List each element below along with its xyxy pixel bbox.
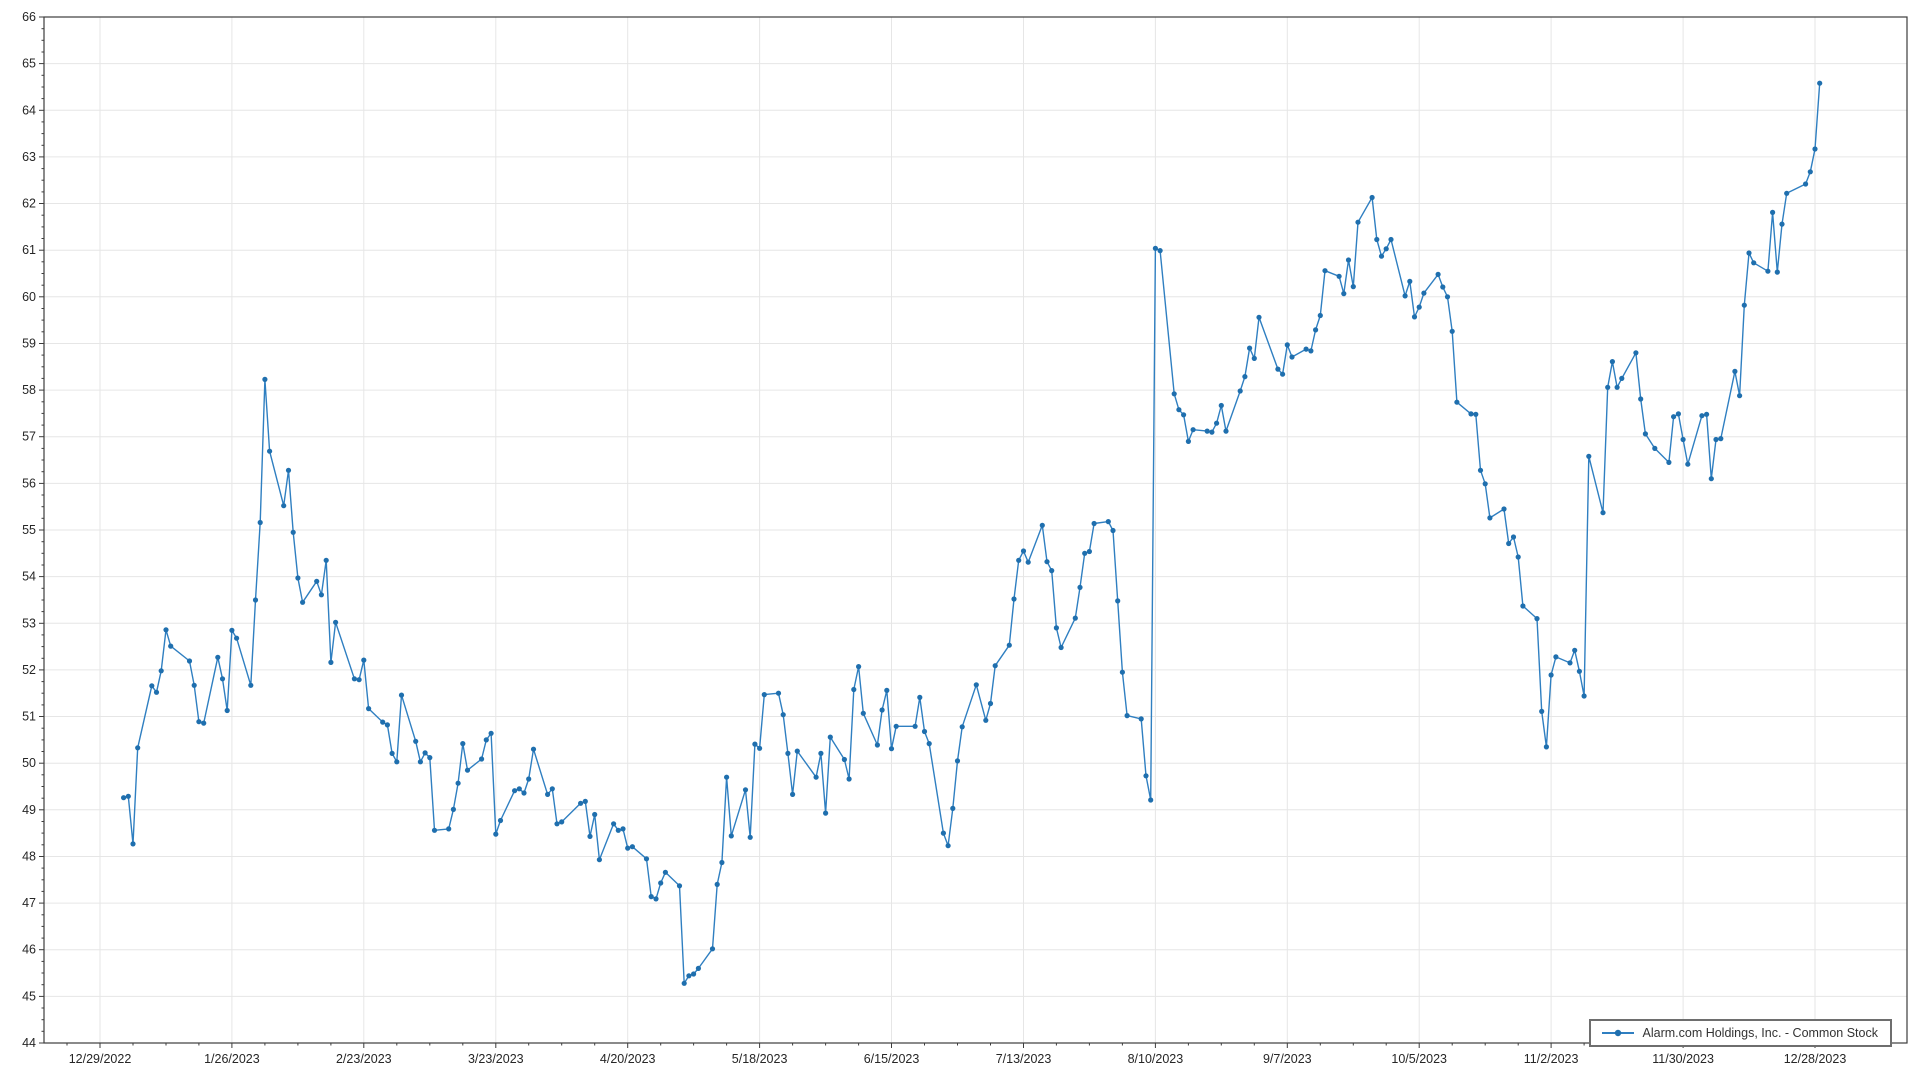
legend[interactable]: Alarm.com Holdings, Inc. - Common Stock: [1588, 1019, 1892, 1047]
svg-text:6/15/2023: 6/15/2023: [864, 1052, 920, 1066]
svg-text:10/5/2023: 10/5/2023: [1391, 1052, 1447, 1066]
svg-text:5/18/2023: 5/18/2023: [732, 1052, 788, 1066]
svg-text:62: 62: [22, 197, 36, 211]
svg-text:51: 51: [22, 710, 36, 724]
svg-text:3/23/2023: 3/23/2023: [468, 1052, 524, 1066]
svg-text:9/7/2023: 9/7/2023: [1263, 1052, 1312, 1066]
svg-text:12/28/2023: 12/28/2023: [1784, 1052, 1847, 1066]
svg-text:11/2/2023: 11/2/2023: [1524, 1052, 1579, 1066]
svg-text:57: 57: [22, 430, 36, 444]
svg-text:46: 46: [22, 943, 36, 957]
svg-text:64: 64: [22, 103, 36, 117]
svg-text:48: 48: [22, 850, 36, 864]
svg-text:8/10/2023: 8/10/2023: [1128, 1052, 1184, 1066]
svg-text:60: 60: [22, 290, 36, 304]
svg-text:63: 63: [22, 150, 36, 164]
svg-text:1/26/2023: 1/26/2023: [204, 1052, 260, 1066]
svg-text:11/30/2023: 11/30/2023: [1652, 1052, 1714, 1066]
svg-text:47: 47: [22, 896, 36, 910]
line-series-icon: [1601, 1029, 1634, 1037]
legend-label: Alarm.com Holdings, Inc. - Common Stock: [1642, 1026, 1879, 1040]
svg-text:65: 65: [22, 57, 36, 71]
svg-text:2/23/2023: 2/23/2023: [336, 1052, 392, 1066]
svg-text:50: 50: [22, 756, 36, 770]
svg-text:7/13/2023: 7/13/2023: [996, 1052, 1052, 1066]
svg-text:54: 54: [22, 570, 36, 584]
svg-text:52: 52: [22, 663, 36, 677]
svg-text:12/29/2022: 12/29/2022: [69, 1052, 132, 1066]
svg-text:58: 58: [22, 383, 36, 397]
svg-text:44: 44: [22, 1036, 36, 1050]
svg-text:55: 55: [22, 523, 36, 537]
svg-text:59: 59: [22, 337, 36, 351]
svg-text:53: 53: [22, 616, 36, 630]
svg-text:56: 56: [22, 476, 36, 490]
svg-text:4/20/2023: 4/20/2023: [600, 1052, 656, 1066]
svg-text:45: 45: [22, 989, 36, 1003]
svg-text:49: 49: [22, 803, 36, 817]
svg-text:61: 61: [22, 243, 36, 257]
svg-text:66: 66: [22, 10, 36, 24]
